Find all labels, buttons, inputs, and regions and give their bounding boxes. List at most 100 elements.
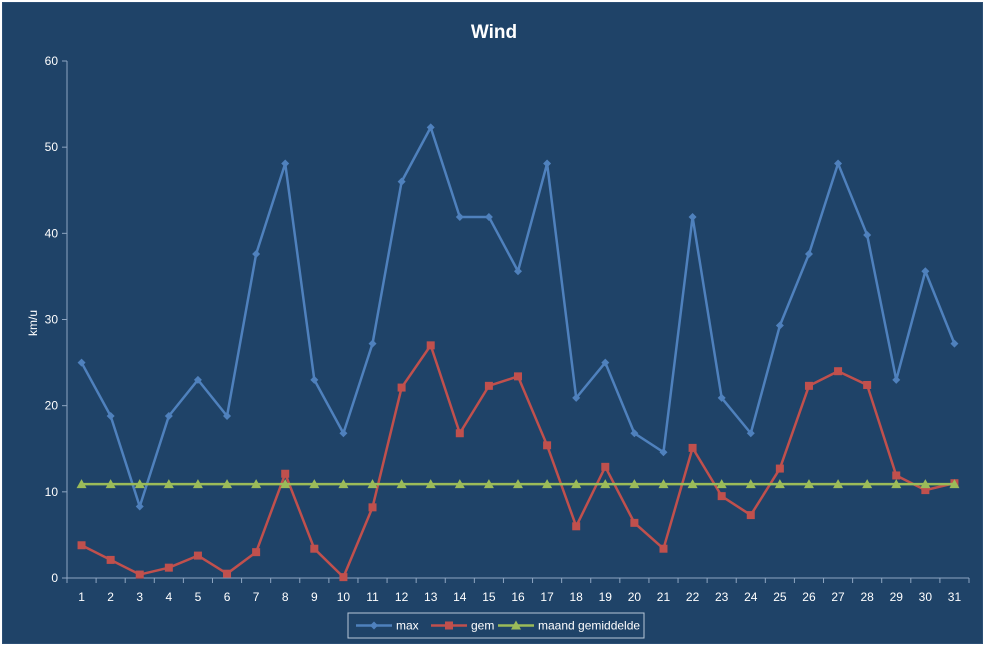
legend: max gem maand gemiddelde — [347, 612, 645, 639]
data-point-maand-gemiddelde — [862, 479, 873, 489]
data-point-gem — [281, 469, 290, 478]
legend-label: gem — [471, 619, 494, 633]
data-point-max — [892, 375, 901, 384]
data-point-maand-gemiddelde — [891, 479, 902, 489]
y-tick-label: 10 — [45, 485, 59, 499]
data-point-gem — [426, 341, 435, 350]
data-point-maand-gemiddelde — [483, 479, 494, 489]
x-tick-label: 26 — [802, 590, 816, 604]
x-tick-label: 19 — [599, 590, 613, 604]
data-point-gem — [659, 544, 668, 553]
data-point-max — [717, 393, 726, 402]
data-point-gem — [601, 462, 610, 471]
series-line-max — [80, 126, 956, 508]
data-point-gem — [892, 471, 901, 480]
data-point-maand-gemiddelde — [192, 479, 203, 489]
data-point-gem — [572, 522, 581, 531]
y-tick-label: 50 — [45, 140, 59, 154]
data-point-maand-gemiddelde — [803, 479, 814, 489]
data-point-max — [310, 375, 319, 384]
x-tick-label: 9 — [311, 590, 318, 604]
data-point-max — [339, 429, 348, 438]
x-tick-label: 23 — [715, 590, 729, 604]
series-gem — [77, 341, 959, 582]
data-point-max — [543, 159, 552, 168]
data-point-gem — [775, 464, 784, 473]
data-point-max — [514, 267, 522, 276]
data-point-max — [804, 250, 813, 259]
data-point-gem — [223, 569, 232, 578]
data-point-gem — [310, 544, 319, 553]
data-point-max — [572, 393, 581, 402]
x-tick-label: 11 — [366, 590, 379, 604]
data-point-maand-gemiddelde — [251, 479, 262, 489]
data-point-maand-gemiddelde — [367, 479, 378, 489]
x-tick-label: 31 — [948, 590, 962, 604]
x-tick-label: 6 — [224, 590, 231, 604]
legend-box — [347, 612, 645, 639]
legend-swatch-marker — [511, 620, 521, 630]
y-tick-label: 20 — [45, 399, 59, 413]
x-tick-label: 16 — [511, 590, 525, 604]
x-tick-label: 14 — [453, 590, 467, 604]
data-point-maand-gemiddelde — [280, 479, 291, 489]
data-point-maand-gemiddelde — [833, 479, 844, 489]
data-point-max — [484, 212, 493, 221]
y-tick-label: 0 — [51, 571, 58, 585]
legend-label: maand gemiddelde — [538, 619, 640, 633]
plot-series — [76, 123, 960, 582]
x-tick-label: 22 — [686, 590, 700, 604]
x-tick-label: 4 — [165, 590, 172, 604]
data-point-max — [455, 212, 464, 221]
legend-swatch-marker — [370, 621, 378, 630]
data-point-max — [106, 412, 115, 421]
data-point-max — [775, 321, 784, 330]
x-tick-label: 30 — [919, 590, 933, 604]
data-point-max — [135, 502, 144, 511]
data-point-gem — [397, 383, 406, 392]
y-tick-label: 60 — [45, 54, 59, 68]
data-point-maand-gemiddelde — [600, 479, 611, 489]
data-point-maand-gemiddelde — [425, 479, 436, 489]
data-point-max — [863, 231, 872, 240]
data-point-maand-gemiddelde — [658, 479, 669, 489]
data-point-maand-gemiddelde — [134, 479, 145, 489]
data-point-maand-gemiddelde — [629, 479, 640, 489]
series-max — [77, 123, 959, 511]
x-tick-label: 18 — [570, 590, 584, 604]
data-point-maand-gemiddelde — [774, 479, 785, 489]
data-point-gem — [106, 555, 115, 564]
data-point-gem — [630, 518, 639, 527]
chart-title: Wind — [471, 22, 517, 43]
data-point-max — [164, 412, 173, 421]
data-point-maand-gemiddelde — [920, 479, 931, 489]
data-point-maand-gemiddelde — [163, 479, 174, 489]
data-point-gem — [164, 563, 173, 572]
data-point-maand-gemiddelde — [338, 479, 349, 489]
x-tick-label: 28 — [860, 590, 874, 604]
legend-label: max — [396, 619, 419, 633]
data-point-gem — [368, 503, 377, 512]
data-point-max — [746, 429, 755, 438]
data-point-maand-gemiddelde — [76, 479, 87, 489]
data-point-maand-gemiddelde — [687, 479, 698, 489]
data-point-gem — [863, 380, 872, 389]
data-point-maand-gemiddelde — [571, 479, 582, 489]
data-point-gem — [834, 367, 843, 376]
data-point-maand-gemiddelde — [745, 479, 756, 489]
data-point-gem — [717, 492, 726, 501]
data-point-max — [281, 159, 290, 168]
y-axis-title: km/u — [26, 310, 40, 336]
data-point-gem — [921, 486, 930, 495]
x-tick-label: 17 — [540, 590, 554, 604]
data-point-gem — [514, 372, 522, 381]
x-tick-label: 7 — [253, 590, 260, 604]
data-point-max — [630, 429, 639, 438]
y-tick-label: 40 — [45, 226, 59, 240]
data-point-maand-gemiddelde — [716, 479, 727, 489]
data-point-gem — [252, 548, 261, 557]
data-point-gem — [484, 381, 493, 390]
